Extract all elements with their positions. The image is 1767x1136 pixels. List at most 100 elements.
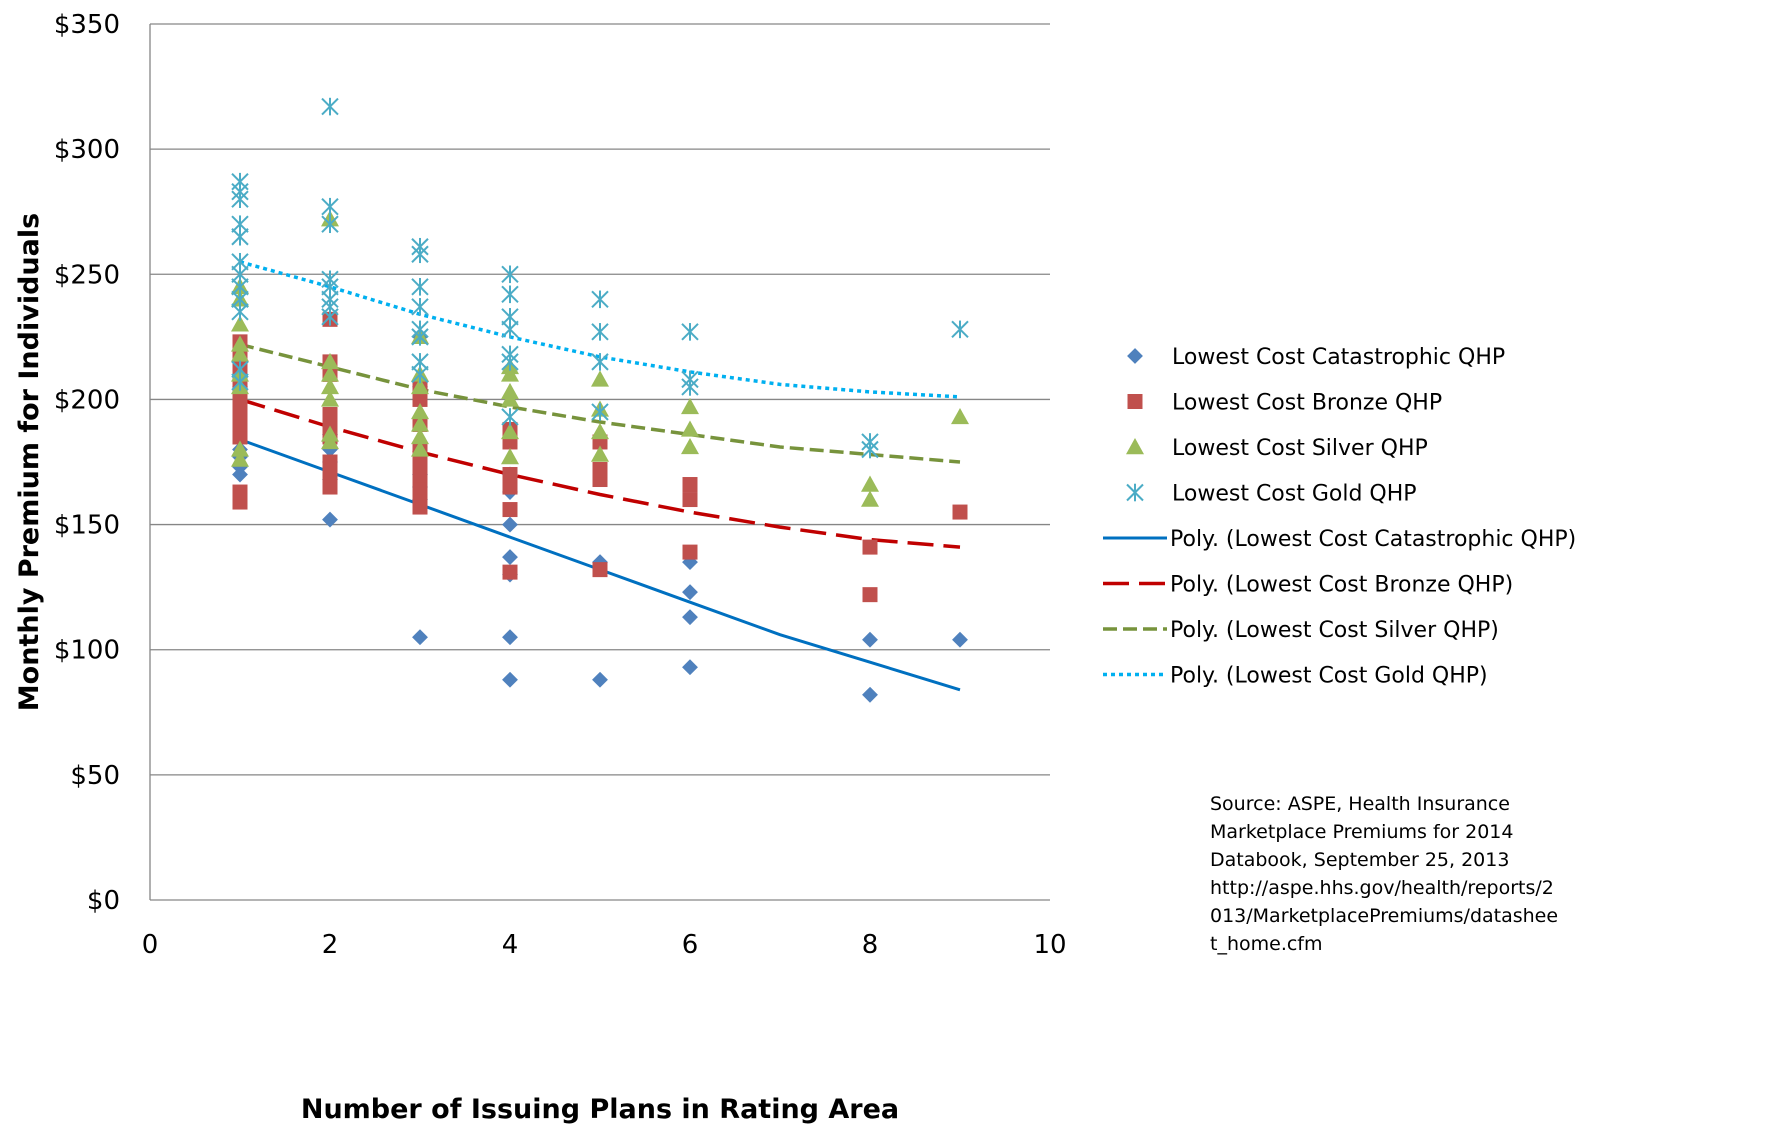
data-point — [592, 562, 608, 578]
data-point — [502, 516, 518, 533]
data-point — [412, 479, 428, 495]
legend-label: Poly. (Lowest Cost Silver QHP) — [1170, 618, 1499, 643]
data-point — [322, 406, 338, 422]
source-note-line: t_home.cfm — [1210, 933, 1323, 955]
data-point — [682, 477, 698, 493]
data-point — [501, 408, 519, 426]
data-point — [591, 353, 609, 371]
y-tick-label: $50 — [70, 761, 120, 791]
data-point — [861, 475, 879, 492]
data-point — [321, 215, 339, 234]
data-point — [591, 445, 609, 462]
data-point — [321, 377, 339, 395]
data-point — [322, 479, 338, 495]
legend-marker — [1127, 348, 1143, 364]
y-axis-title: Monthly Premium for Individuals — [14, 213, 45, 711]
y-tick-label: $350 — [54, 10, 120, 40]
data-point — [501, 308, 519, 326]
data-point — [321, 352, 339, 370]
source-note: Source: ASPE, Health Insurance Marketpla… — [1210, 790, 1566, 958]
data-point — [411, 440, 429, 457]
data-point — [411, 415, 429, 432]
data-point — [682, 584, 698, 601]
data-point — [681, 370, 699, 389]
data-point — [231, 215, 249, 234]
legend-marker — [1126, 483, 1144, 502]
series-asterisk — [231, 97, 969, 459]
data-point — [591, 403, 609, 421]
data-point — [502, 549, 518, 566]
data-point — [231, 252, 249, 271]
data-point — [952, 504, 968, 520]
data-point — [502, 629, 518, 646]
data-point — [862, 539, 878, 555]
x-tick-label: 2 — [322, 930, 339, 960]
data-point — [591, 422, 609, 440]
data-point — [412, 629, 428, 646]
data-point — [862, 686, 878, 703]
x-tick-label: 6 — [682, 930, 699, 960]
data-point — [411, 427, 429, 445]
legend-marker — [1127, 394, 1143, 409]
data-point — [412, 492, 428, 508]
legend-label: Poly. (Lowest Cost Bronze QHP) — [1170, 573, 1513, 598]
data-point — [322, 454, 338, 470]
data-point — [682, 609, 698, 626]
x-tick-label: 0 — [142, 930, 159, 960]
data-point — [501, 382, 519, 400]
gridlines — [150, 23, 1050, 776]
data-point — [231, 172, 249, 191]
data-point — [862, 587, 878, 603]
legend-label: Lowest Cost Gold QHP — [1172, 482, 1417, 507]
legend: Lowest Cost Catastrophic QHP Lowest Cost … — [1103, 345, 1576, 689]
x-tick-labels: 0 2 4 6 8 10 — [142, 930, 1067, 960]
data-point — [321, 97, 339, 116]
data-point — [682, 492, 698, 508]
x-axis-title: Number of Issuing Plans in Rating Area — [301, 1094, 899, 1125]
data-point — [411, 237, 429, 256]
data-point — [502, 564, 518, 580]
data-point — [502, 502, 518, 518]
legend-label: Poly. (Lowest Cost Catastrophic QHP) — [1170, 527, 1576, 552]
source-note-line: Source: ASPE, Health Insurance — [1210, 793, 1510, 815]
data-point — [862, 631, 878, 648]
data-point — [501, 265, 519, 284]
axes — [149, 24, 1050, 901]
data-point — [231, 450, 249, 467]
source-note-line: Marketplace Premiums for 2014 — [1210, 821, 1514, 843]
data-point — [231, 335, 249, 352]
trendline — [239, 397, 961, 549]
data-point — [681, 437, 699, 455]
legend-label: Lowest Cost Bronze QHP — [1172, 391, 1442, 416]
legend-marker — [1126, 438, 1144, 455]
data-point — [412, 454, 428, 470]
data-point — [321, 270, 339, 289]
source-note-line: http://aspe.hhs.gov/health/reports/2 — [1210, 877, 1554, 899]
data-point — [412, 467, 428, 483]
data-point — [681, 397, 699, 415]
data-point — [231, 345, 249, 362]
data-point — [322, 467, 338, 483]
source-note-line: 013/MarketplacePremiums/datashee — [1210, 905, 1559, 927]
source-note-line: Databook, September 25, 2013 — [1210, 849, 1510, 871]
data-point — [322, 511, 338, 528]
data-point — [501, 447, 519, 465]
legend-label: Poly. (Lowest Cost Gold QHP) — [1170, 664, 1488, 689]
y-tick-label: $300 — [54, 135, 120, 165]
legend-label: Lowest Cost Catastrophic QHP — [1172, 345, 1505, 370]
x-tick-label: 8 — [862, 930, 879, 960]
y-tick-label: $200 — [54, 385, 120, 415]
data-point — [682, 544, 698, 560]
data-point — [412, 391, 428, 407]
data-point — [231, 360, 249, 379]
data-point — [232, 416, 248, 432]
data-point — [232, 484, 248, 500]
data-point — [591, 290, 609, 309]
y-tick-label: $0 — [87, 886, 120, 916]
data-point — [952, 631, 968, 648]
data-point — [591, 370, 609, 387]
data-point — [502, 479, 518, 495]
data-point — [321, 425, 339, 442]
data-point — [501, 422, 519, 440]
